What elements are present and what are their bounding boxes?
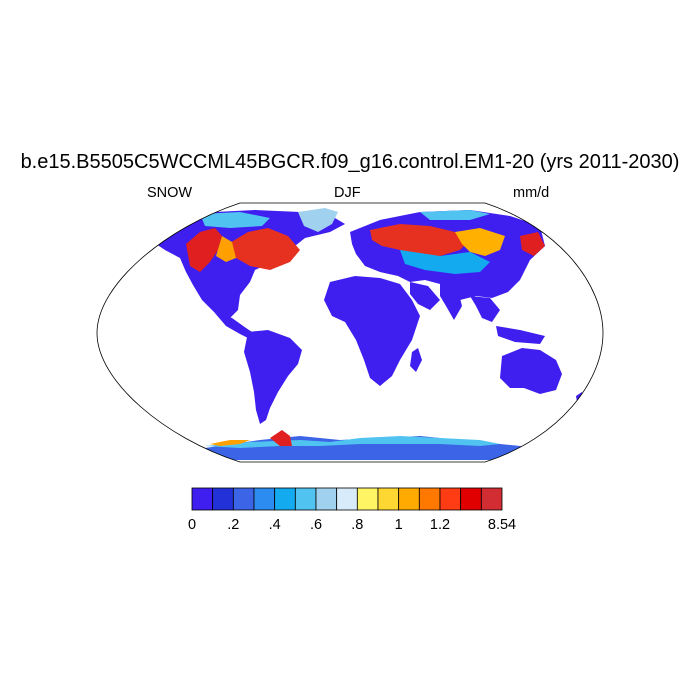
colorbar-tick-label: 1.2 xyxy=(430,517,450,533)
south-america-landmass xyxy=(244,330,302,424)
north-america-light-snow xyxy=(200,212,270,228)
colorbar-tick-label: 0 xyxy=(188,517,196,533)
variable-label: SNOW xyxy=(147,185,193,201)
colorbar-box xyxy=(294,487,317,511)
colorbar-box xyxy=(336,487,358,511)
colorbar-tick-label: .8 xyxy=(351,517,363,533)
colorbar-box xyxy=(460,487,482,511)
eurasia-light-snow-edge xyxy=(420,210,490,220)
colorbar-tick-label: .6 xyxy=(310,517,322,533)
australia-landmass xyxy=(500,348,562,394)
colorbar-box xyxy=(212,487,234,511)
colorbar-box xyxy=(356,487,379,511)
units-label: mm/d xyxy=(513,185,550,201)
season-label: DJF xyxy=(334,185,361,201)
indian-subcontinent xyxy=(440,284,462,320)
eurasia-heavy-snow xyxy=(370,224,470,256)
map-content xyxy=(100,208,600,460)
colorbar-box xyxy=(232,487,255,511)
colorbar-tick-label: 1 xyxy=(395,517,403,533)
north-america-moderate-snow xyxy=(216,236,236,262)
madagascar xyxy=(410,348,422,372)
colorbar-tick-label: .2 xyxy=(227,517,239,533)
greenland xyxy=(298,208,338,232)
central-america-landmass xyxy=(214,312,258,340)
eurasia-light-snow xyxy=(400,250,490,274)
map-boundary xyxy=(96,202,604,463)
north-america-heavy-snow xyxy=(228,228,300,270)
colorbar-tick-label: 8.54 xyxy=(488,517,516,533)
southeast-asia xyxy=(470,296,500,322)
colorbar-box xyxy=(274,487,296,511)
colorbar-box xyxy=(398,487,420,511)
antarctic-peninsula-heavy-snow xyxy=(270,430,292,446)
antarctica-coast-snow xyxy=(210,440,250,446)
colorbar-box xyxy=(439,487,462,511)
colorbar-box xyxy=(480,487,503,511)
arabian-peninsula xyxy=(410,282,440,310)
colorbar-box xyxy=(377,487,400,511)
colorbar-box xyxy=(418,487,441,511)
colorbar-box xyxy=(315,487,338,511)
eurasia-moderate-snow xyxy=(455,228,505,256)
africa-landmass xyxy=(324,276,420,386)
plot-title: b.e15.B5505C5WCCML45BGCR.f09_g16.control… xyxy=(20,151,680,173)
colorbar-box xyxy=(191,487,214,511)
colorbar-box xyxy=(253,487,276,511)
colorbar-tick-label: .4 xyxy=(269,517,281,533)
maritime-southeast-asia xyxy=(496,326,545,344)
eurasia-far-east-snow xyxy=(520,232,545,256)
north-america-heavy-snow xyxy=(186,228,222,272)
